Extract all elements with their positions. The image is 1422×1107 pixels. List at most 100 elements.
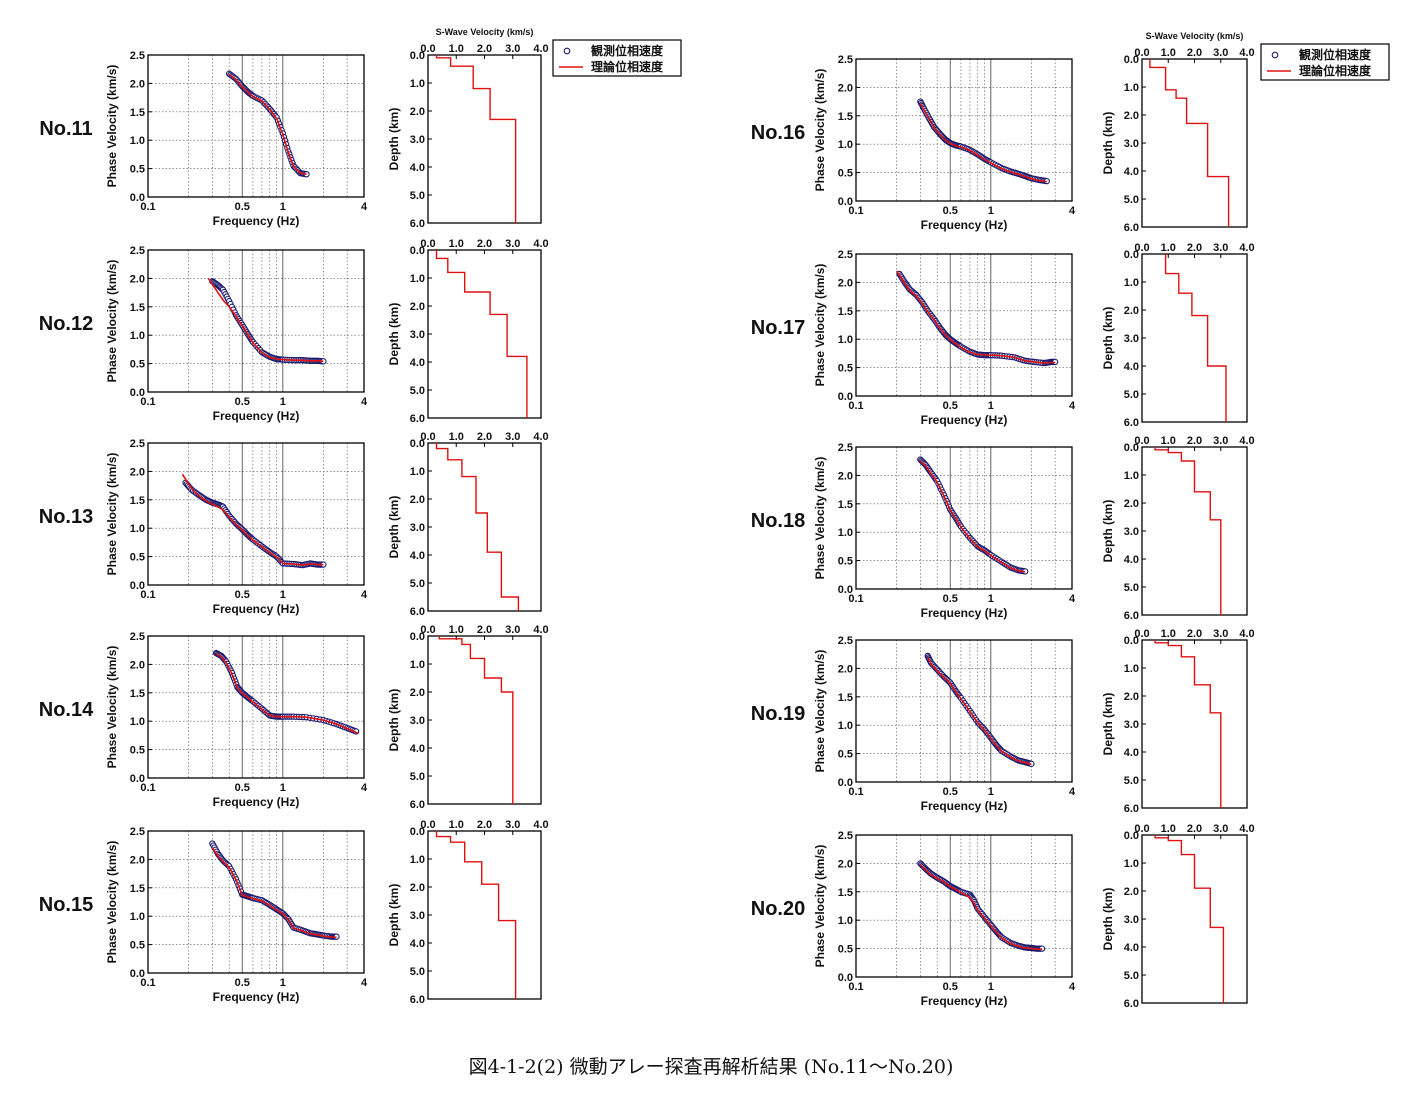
depth-tick-label: 5.0 (410, 966, 425, 978)
depth-tick-label: 0.0 (410, 631, 425, 643)
velocity-tick-label: 0.0 (838, 196, 853, 208)
s-wave-velocity-axis-title: S-Wave Velocity (km/s) (436, 27, 534, 37)
station-label: No.12 (39, 313, 93, 335)
frequency-tick-label: 4 (361, 589, 368, 601)
s-wave-tick-label: 1.0 (449, 819, 464, 831)
frequency-tick-label: 1 (280, 589, 286, 601)
depth-tick-label: 3.0 (1124, 719, 1139, 731)
depth-tick-label: 5.0 (410, 190, 425, 202)
frequency-tick-label: 4 (361, 977, 368, 989)
s-wave-tick-label: 4.0 (533, 624, 548, 636)
velocity-tick-label: 1.5 (130, 495, 145, 507)
velocity-tick-label: 1.5 (838, 692, 853, 704)
depth-tick-label: 3.0 (1124, 914, 1139, 926)
station-label: No.19 (751, 703, 805, 725)
velocity-tick-label: 1.0 (838, 720, 853, 732)
s-wave-tick-label: 2.0 (477, 624, 492, 636)
frequency-tick-label: 0.5 (943, 981, 958, 993)
frequency-tick-label: 0.1 (140, 977, 155, 989)
depth-axis-label: Depth (km) (387, 303, 401, 366)
s-wave-tick-label: 3.0 (505, 624, 520, 636)
profile-plot-frame (1141, 58, 1248, 228)
dispersion-plot-frame (855, 446, 1073, 590)
depth-tick-label: 4.0 (1124, 361, 1139, 373)
depth-tick-label: 1.0 (410, 854, 425, 866)
depth-tick-label: 0.0 (1124, 54, 1139, 66)
station-label: No.11 (39, 118, 92, 140)
frequency-tick-label: 0.5 (943, 593, 958, 605)
velocity-tick-label: 2.5 (130, 631, 145, 643)
s-wave-velocity-profile (1149, 59, 1230, 227)
depth-tick-label: 0.0 (410, 245, 425, 257)
frequency-tick-label: 1 (988, 593, 994, 605)
depth-tick-label: 3.0 (1124, 526, 1139, 538)
s-wave-tick-label: 0.0 (420, 431, 435, 443)
station-label: No.17 (751, 317, 805, 339)
frequency-tick-label: 4 (1069, 981, 1076, 993)
dispersion-plot-frame (147, 54, 365, 198)
s-wave-tick-label: 3.0 (505, 819, 520, 831)
depth-tick-label: 1.0 (410, 466, 425, 478)
depth-tick-label: 2.0 (410, 301, 425, 313)
depth-tick-label: 4.0 (410, 162, 425, 174)
s-wave-tick-label: 3.0 (505, 238, 520, 250)
depth-tick-label: 4.0 (410, 938, 425, 950)
velocity-tick-label: 2.0 (130, 854, 145, 866)
profile-plot-frame (427, 442, 542, 612)
depth-tick-label: 2.0 (1124, 886, 1139, 898)
velocity-tick-label: 2.5 (130, 438, 145, 450)
s-wave-tick-label: 0.0 (1134, 628, 1149, 640)
depth-tick-label: 3.0 (410, 329, 425, 341)
velocity-tick-label: 0.0 (838, 584, 853, 596)
velocity-tick-label: 2.0 (838, 470, 853, 482)
depth-tick-label: 1.0 (1124, 663, 1139, 675)
depth-tick-label: 2.0 (1124, 305, 1139, 317)
velocity-tick-label: 2.5 (130, 826, 145, 838)
theoretical-phase-velocity-line (228, 73, 307, 176)
velocity-tick-label: 0.0 (130, 580, 145, 592)
s-wave-tick-label: 1.0 (449, 238, 464, 250)
dispersion-plot-frame (147, 635, 365, 779)
depth-tick-label: 4.0 (1124, 166, 1139, 178)
depth-tick-label: 6.0 (410, 799, 425, 811)
velocity-tick-label: 2.0 (838, 277, 853, 289)
s-wave-tick-label: 3.0 (1213, 242, 1228, 254)
velocity-tick-label: 0.5 (130, 359, 145, 371)
velocity-tick-label: 0.5 (130, 552, 145, 564)
depth-tick-label: 2.0 (410, 882, 425, 894)
depth-tick-label: 5.0 (410, 771, 425, 783)
depth-tick-label: 6.0 (1124, 417, 1139, 429)
frequency-tick-label: 0.1 (848, 400, 863, 412)
station-panel-no14: No.14 0.0 0.5 1.0 1.5 2.0 2.5 0.1 0.5 1 4 Frequency… (39, 624, 549, 811)
velocity-tick-label: 2.0 (130, 78, 145, 90)
s-wave-tick-label: 3.0 (1213, 628, 1228, 640)
frequency-axis-label: Frequency (Hz) (213, 214, 300, 228)
depth-tick-label: 0.0 (1124, 830, 1139, 842)
velocity-tick-label: 1.5 (130, 302, 145, 314)
frequency-tick-label: 4 (1069, 786, 1076, 798)
velocity-tick-label: 0.0 (130, 773, 145, 785)
frequency-axis-label: Frequency (Hz) (213, 602, 300, 616)
velocity-tick-label: 0.5 (130, 164, 145, 176)
frequency-tick-label: 1 (988, 981, 994, 993)
depth-tick-label: 1.0 (410, 273, 425, 285)
depth-axis-label: Depth (km) (1101, 693, 1115, 756)
depth-tick-label: 6.0 (410, 413, 425, 425)
station-label: No.14 (39, 699, 94, 721)
frequency-axis-label: Frequency (Hz) (213, 795, 300, 809)
velocity-tick-label: 0.5 (838, 363, 853, 375)
phase-velocity-axis-label: Phase Velocity (km/s) (813, 457, 827, 580)
depth-tick-label: 4.0 (1124, 747, 1139, 759)
depth-tick-label: 1.0 (1124, 82, 1139, 94)
depth-tick-label: 4.0 (1124, 942, 1139, 954)
frequency-tick-label: 0.1 (848, 593, 863, 605)
s-wave-velocity-profile (438, 636, 514, 804)
depth-tick-label: 1.0 (410, 659, 425, 671)
s-wave-tick-label: 0.0 (1134, 47, 1149, 59)
s-wave-velocity-profile (1164, 254, 1227, 422)
s-wave-tick-label: 2.0 (1187, 435, 1202, 447)
frequency-tick-label: 4 (1069, 400, 1076, 412)
s-wave-tick-label: 0.0 (1134, 242, 1149, 254)
velocity-tick-label: 2.0 (130, 273, 145, 285)
s-wave-tick-label: 1.0 (449, 624, 464, 636)
